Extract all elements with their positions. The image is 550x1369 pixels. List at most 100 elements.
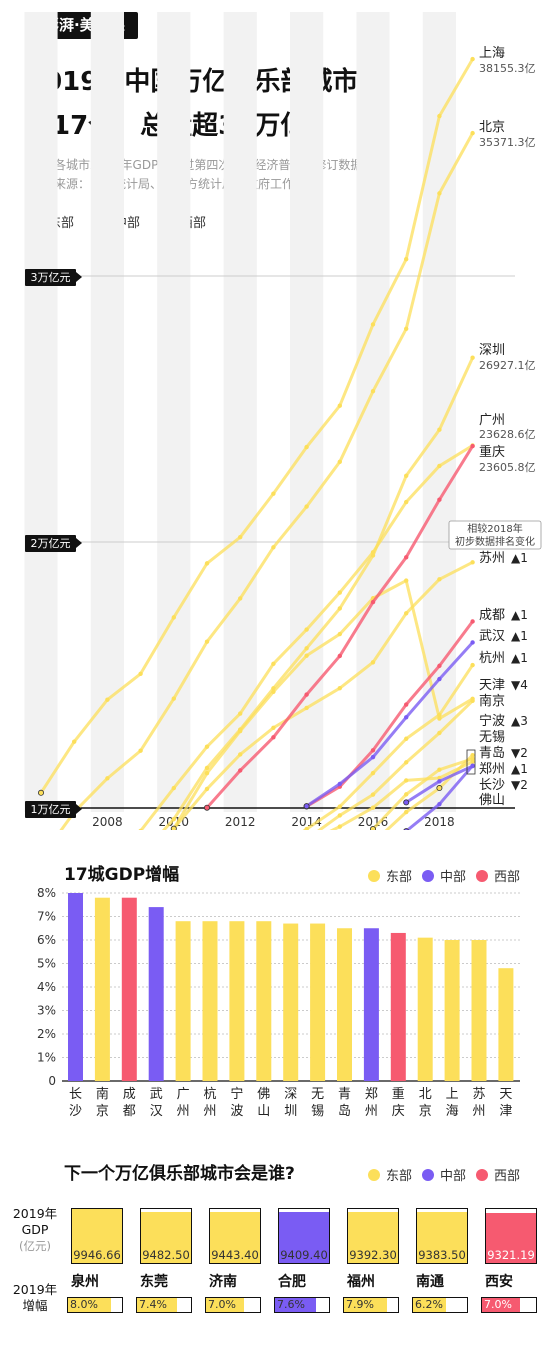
point-广州-2015: [337, 590, 342, 595]
next-growth-value-泉州: 8.0%: [70, 1298, 98, 1311]
bar-武汉: [148, 907, 164, 1081]
bar-宁波: [229, 921, 245, 1081]
legend-dot-east: [368, 870, 380, 882]
point-青岛-2018: [437, 775, 442, 781]
bar-y-tick-5: 5%: [37, 957, 56, 971]
point-杭州-2019: [470, 662, 475, 668]
point-重庆-2018: [437, 497, 442, 502]
bar-label-深圳-0: 深: [284, 1087, 297, 1102]
next-city-name-泉州: 泉州: [71, 1274, 99, 1290]
point-深圳-2011: [204, 765, 210, 771]
bar-label-广州-0: 广: [177, 1087, 190, 1102]
bar-label-青岛-0: 青: [338, 1087, 351, 1102]
legend-dot-west: [476, 870, 489, 882]
next-gdp-label-2: GDP: [21, 1222, 49, 1237]
point-苏州-2018: [437, 577, 442, 582]
bar-label-杭州-0: 杭: [203, 1087, 216, 1102]
point-重庆-2017: [404, 555, 409, 560]
y-tick-label-3: 3万亿元: [25, 269, 82, 286]
legend-label-west: 西部: [494, 1169, 521, 1184]
point-天津-2011: [204, 771, 210, 776]
rank-change-杭州: ▲1: [511, 651, 528, 665]
series-line-深圳: [161, 357, 474, 830]
point-上海-2015: [337, 403, 342, 408]
bar-郑州: [363, 928, 379, 1081]
next-growth-fill-泉州: [68, 1298, 112, 1312]
bar-label-无锡-0: 无: [311, 1087, 324, 1102]
point-深圳-2015: [337, 606, 342, 611]
bar-label-天津-1: 津: [499, 1104, 512, 1119]
point-北京-2016: [370, 389, 376, 394]
next-growth-value-东莞: 7.4%: [139, 1298, 167, 1311]
bar-label-长沙-1: 沙: [69, 1104, 82, 1119]
point-武汉-2017: [404, 715, 409, 720]
rank-change-武汉: ▲1: [511, 629, 528, 643]
x-tick-label-2018: 2018: [424, 815, 455, 829]
city-label-无锡: 无锡: [479, 730, 505, 745]
next-gdp-box-西安: 9321.19: [485, 1208, 537, 1264]
next-growth-fill-西安: [482, 1298, 520, 1312]
point-无锡-2017: [404, 792, 409, 797]
next-city-name-合肥: 合肥: [278, 1274, 306, 1290]
legend-item-west: 西部: [476, 866, 520, 885]
next-growth-box-南通: 6.2%: [412, 1297, 468, 1313]
next-growth-value-福州: 7.9%: [346, 1298, 374, 1311]
bar-label-广州-1: 州: [177, 1104, 190, 1119]
next-city-name-东莞: 东莞: [140, 1274, 168, 1290]
region-legend-next: 东部 中部 西部: [368, 1165, 530, 1184]
next-gdp-fill-合肥: [279, 1212, 329, 1263]
series-line-武汉: [305, 641, 474, 808]
legend-dot-central: [422, 870, 435, 882]
city-value-上海: 38155.3亿: [479, 62, 536, 75]
rank-change-长沙: ▼2: [511, 778, 528, 792]
bar-label-武汉-1: 汉: [150, 1104, 163, 1119]
bar-label-宁波-0: 宁: [230, 1086, 243, 1102]
rank-change-苏州: ▲1: [511, 551, 528, 565]
y-tick-label-1: 1万亿元: [25, 801, 82, 818]
series-line-上海: [39, 58, 474, 794]
point-苏州-2014: [304, 705, 309, 711]
next-city-name-南通: 南通: [416, 1274, 444, 1290]
next-growth-label-2: 增幅: [22, 1298, 48, 1313]
point-上海-2011: [204, 561, 210, 566]
next-city-name-福州: 福州: [347, 1274, 375, 1290]
city-label-宁波: 宁波: [479, 713, 505, 729]
x-tick-label-2008: 2008: [92, 815, 123, 829]
point-上海-2018: [437, 113, 442, 119]
point-深圳-2019: [470, 355, 475, 360]
city-value-深圳: 26927.1亿: [479, 359, 536, 372]
bar-北京: [417, 937, 433, 1081]
bar-重庆: [390, 932, 406, 1081]
point-宁波-2017: [404, 809, 409, 815]
city-label-郑州: 郑州: [479, 762, 505, 777]
point-天津-2013: [271, 689, 276, 694]
year-band: [223, 12, 257, 812]
next-gdp-box-合肥: 9409.40: [278, 1208, 330, 1264]
next-gdp-fill-泉州: [72, 1209, 122, 1263]
point-广州-2010: [171, 785, 176, 791]
point-上海-2006: [38, 789, 45, 796]
bar-label-成都-0: 成: [123, 1087, 136, 1102]
next-gdp-box-泉州: 9946.66: [71, 1208, 123, 1264]
next-growth-value-南通: 6.2%: [415, 1298, 443, 1311]
bar-y-tick-6: 6%: [37, 933, 56, 947]
rank-note-box: [448, 520, 542, 550]
next-growth-value-合肥: 7.6%: [277, 1298, 305, 1311]
bar-label-无锡-1: 锡: [311, 1104, 324, 1119]
bar-y-tick-2: 2%: [37, 1027, 56, 1041]
point-青岛-2016: [370, 805, 376, 810]
legend-label-central: 中部: [440, 1169, 467, 1184]
point-武汉-2015: [337, 781, 342, 787]
legend-dot-central: [422, 1169, 435, 1181]
point-成都-2019: [470, 619, 475, 624]
point-天津-2017: [404, 578, 409, 583]
point-北京-2017: [404, 326, 409, 332]
point-成都-2016: [370, 748, 376, 753]
bar-label-郑州-1: 州: [365, 1104, 378, 1119]
bar-label-长沙-0: 长: [69, 1087, 82, 1102]
point-重庆-2012: [238, 768, 243, 773]
bar-label-上海-1: 海: [446, 1104, 459, 1119]
point-青岛-2015: [337, 824, 342, 829]
point-长沙-2017: [403, 799, 410, 806]
next-growth-fill-合肥: [275, 1298, 317, 1312]
